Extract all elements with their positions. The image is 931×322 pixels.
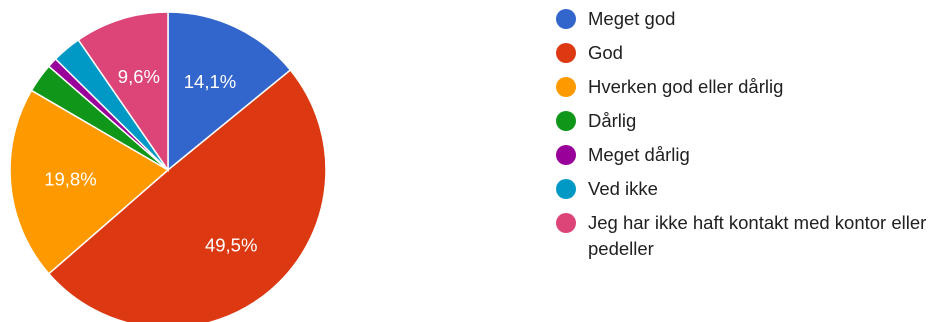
slice-data-label-1: 14,1% — [184, 71, 236, 92]
slice-data-label-3: 19,8% — [44, 169, 96, 190]
chart-legend: Meget god God Hverken god eller dårlig Dårl… — [556, 6, 928, 270]
legend-color-dot — [556, 145, 576, 165]
pie-slice-1 — [167, 11, 292, 172]
pie-slice-2 — [47, 68, 327, 322]
legend-item-2: God — [556, 40, 928, 66]
slice-data-label-7: 9,6% — [118, 66, 160, 87]
legend-label: Ved ikke — [588, 178, 658, 199]
legend-item-1: Meget god — [556, 6, 928, 32]
legend-color-dot — [556, 111, 576, 131]
legend-color-dot — [556, 179, 576, 199]
legend-label: Meget god — [588, 8, 676, 29]
slice-data-label-2: 49,5% — [205, 234, 257, 255]
pie-slice-7 — [77, 11, 169, 173]
legend-item-3: Hverken god eller dårlig — [556, 74, 928, 100]
legend-label: Jeg har ikke haft kontakt med kontor ell… — [588, 212, 927, 259]
pie-slice-3 — [9, 89, 170, 275]
legend-label: Meget dårlig — [588, 144, 690, 165]
legend-item-5: Meget dårlig — [556, 142, 928, 168]
legend-color-dot — [556, 213, 576, 233]
legend-label: Hverken god eller dårlig — [588, 76, 784, 97]
pie-chart: 14,1% 49,5% 19,8% 9,6% — [9, 11, 327, 322]
legend-item-7: Jeg har ikke haft kontakt med kontor ell… — [556, 210, 928, 262]
legend-color-dot — [556, 9, 576, 29]
legend-item-4: Dårlig — [556, 108, 928, 134]
legend-label: Dårlig — [588, 110, 637, 131]
legend-color-dot — [556, 43, 576, 63]
legend-item-6: Ved ikke — [556, 176, 928, 202]
legend-label: God — [588, 42, 623, 63]
legend-color-dot — [556, 77, 576, 97]
